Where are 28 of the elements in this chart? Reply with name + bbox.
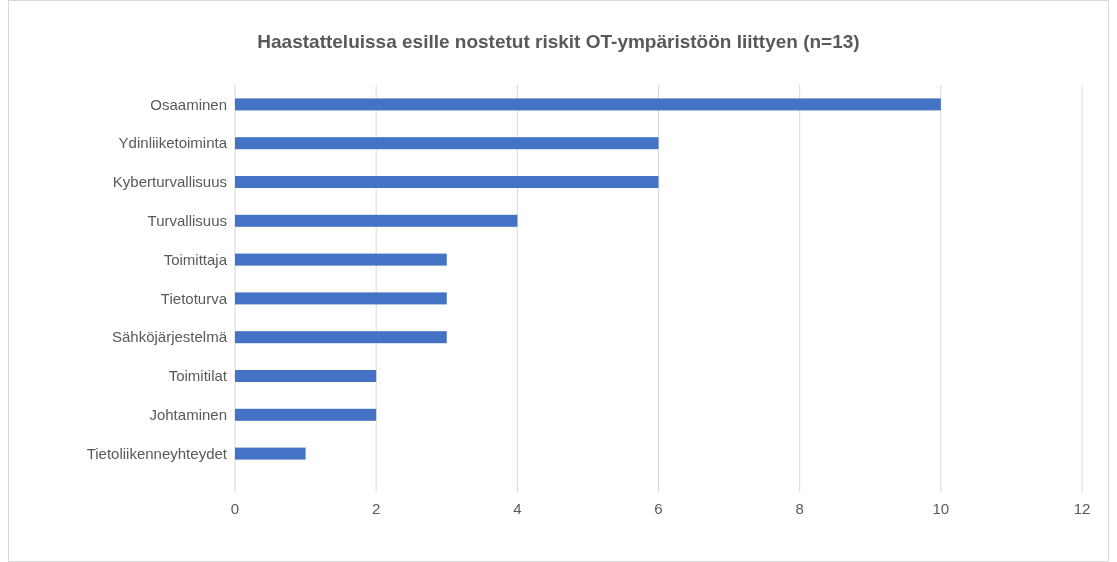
y-tick-label: Kyberturvallisuus [112,173,227,191]
y-tick-label: Sähköjärjestelmä [111,328,228,346]
x-tick-label: 0 [230,500,240,517]
bar [235,447,306,460]
x-tick-label: 2 [371,500,381,517]
y-tick-label: Tietoturva [160,289,228,307]
bar [235,331,447,344]
bar [235,370,377,382]
bar [235,408,377,421]
x-tick-label: 6 [654,500,663,517]
y-tick-label: Osaaminen [150,95,227,113]
y-tick-label: Toimittaja [163,250,228,268]
y-tick-label: Toimitilat [168,367,228,385]
y-tick-label: Turvallisuus [147,212,227,230]
bar [235,253,447,266]
y-tick-label: Tietoliikenneyhteydet [86,444,228,462]
bar [235,214,518,227]
chart-title: Haastatteluissa esille nostetut riskit OT-ympäristöön liittyen (n=13) [257,31,860,52]
y-tick-label: Ydinliiketoiminta [118,134,228,152]
x-tick-label: 12 [1073,500,1091,517]
bar [235,292,447,305]
bar [235,98,941,111]
x-tick-label: 8 [795,500,804,517]
x-tick-label: 10 [932,500,950,517]
bar [235,137,659,150]
y-tick-label: Johtaminen [149,406,227,424]
bar [235,176,659,188]
x-tick-label: 4 [513,500,522,517]
